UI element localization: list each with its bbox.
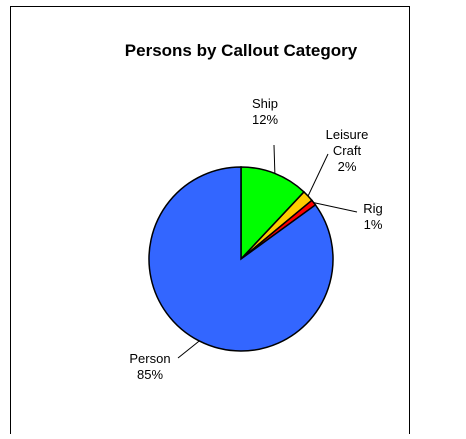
- pie-leader-lines: [177, 144, 358, 359]
- pie-label-leisure-craft: Leisure Craft 2%: [326, 127, 369, 174]
- pie-labels: Ship 12% Leisure Craft 2% Rig 1% Person 85%: [129, 96, 382, 382]
- leader-line-leisure-craft: [307, 153, 329, 197]
- pie-slice-person: [148, 166, 334, 352]
- leader-line-person: [177, 340, 200, 359]
- chart-title: Persons by Callout Category: [125, 41, 358, 60]
- leader-line-ship: [273, 144, 276, 174]
- pie-label-rig: Rig 1%: [363, 201, 383, 232]
- leader-line-rig: [313, 202, 358, 213]
- pie-slices: [148, 166, 334, 352]
- pie-label-person: Person 85%: [129, 351, 170, 382]
- pie-label-ship: Ship 12%: [252, 96, 278, 127]
- pie-slice-ship: [240, 166, 306, 261]
